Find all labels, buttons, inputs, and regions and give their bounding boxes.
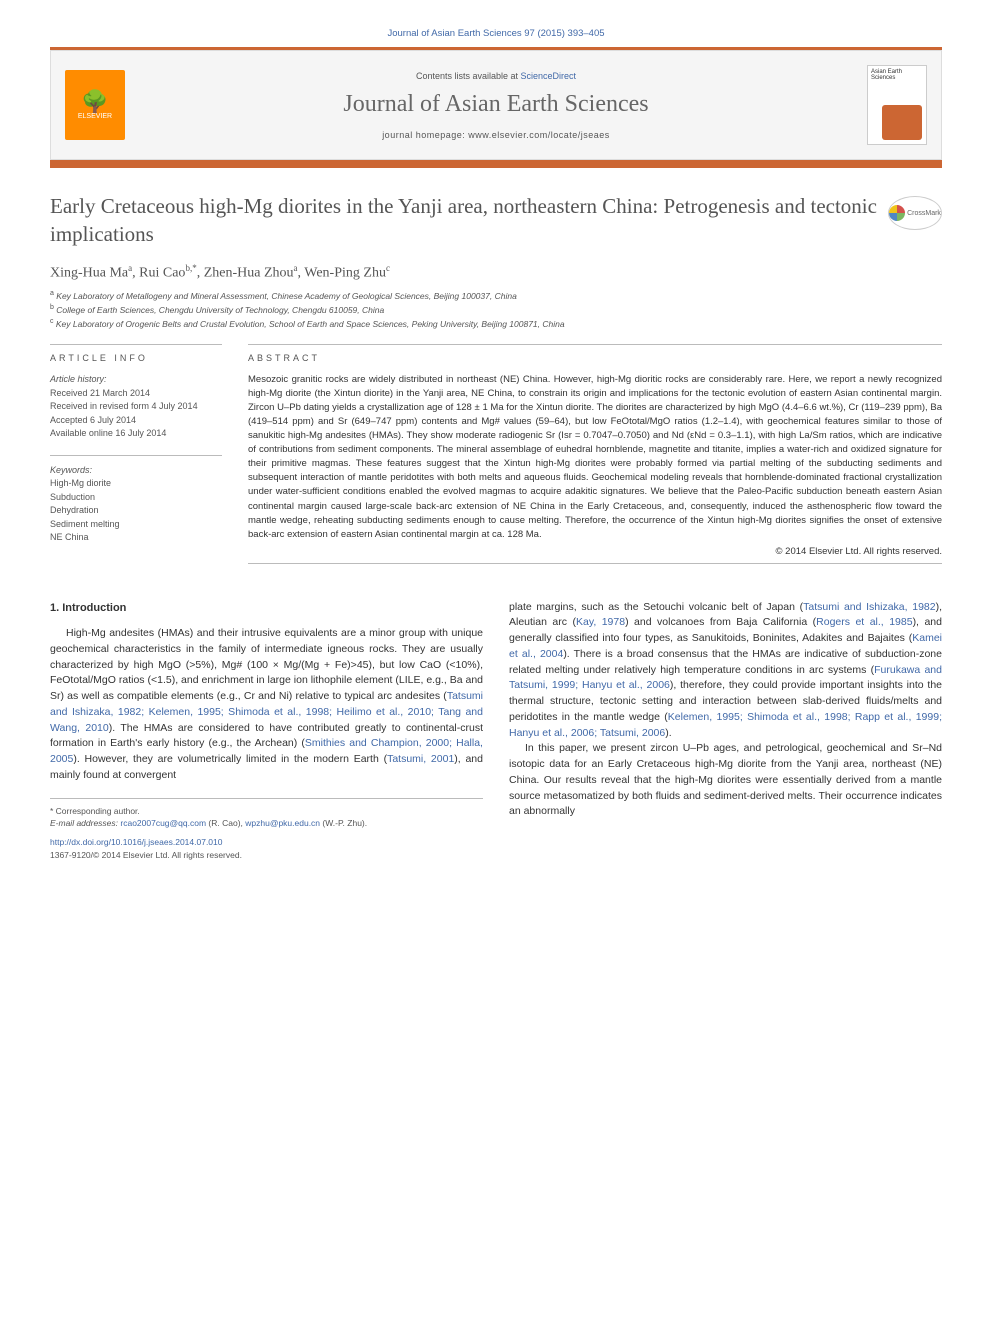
history-label: Article history:	[50, 373, 222, 387]
article-info-column: ARTICLE INFO Article history: Received 2…	[50, 344, 222, 564]
keyword: NE China	[50, 531, 222, 545]
citation-line: Journal of Asian Earth Sciences 97 (2015…	[50, 28, 942, 39]
affiliation-a: a Key Laboratory of Metallogeny and Mine…	[50, 289, 942, 303]
journal-cover-thumbnail[interactable]: Asian Earth Sciences	[867, 65, 927, 145]
author: Xing-Hua Ma	[50, 265, 128, 280]
elsevier-tree-icon: 🌳	[81, 91, 108, 113]
cover-title: Asian Earth Sciences	[871, 69, 923, 81]
keywords-block: Keywords: High-Mg diorite Subduction Deh…	[50, 464, 222, 545]
doi-link[interactable]: http://dx.doi.org/10.1016/j.jseaes.2014.…	[50, 836, 483, 849]
abstract-text: Mesozoic granitic rocks are widely distr…	[248, 373, 942, 542]
body-column-right: plate margins, such as the Setouchi volc…	[509, 600, 942, 862]
keyword: Sediment melting	[50, 518, 222, 532]
author: Wen-Ping Zhu	[304, 265, 386, 280]
issn-line: 1367-9120/© 2014 Elsevier Ltd. All right…	[50, 849, 483, 862]
article-info-heading: ARTICLE INFO	[50, 344, 222, 363]
corr-label: * Corresponding author.	[50, 805, 483, 818]
authors-line: Xing-Hua Maa, Rui Caob,*, Zhen-Hua Zhoua…	[50, 263, 942, 282]
history-online: Available online 16 July 2014	[50, 427, 222, 441]
journal-name: Journal of Asian Earth Sciences	[125, 91, 867, 118]
homepage-line: journal homepage: www.elsevier.com/locat…	[125, 130, 867, 140]
cover-map-icon	[882, 105, 922, 140]
crossmark-icon	[889, 205, 905, 221]
reference-link[interactable]: Tatsumi, 2001	[387, 753, 454, 765]
sciencedirect-link[interactable]: ScienceDirect	[521, 71, 577, 81]
body-column-left: 1. Introduction High-Mg andesites (HMAs)…	[50, 600, 483, 862]
abstract-divider	[248, 563, 942, 564]
reference-link[interactable]: Tatsumi and Ishizaka, 1982	[803, 601, 935, 613]
author-aff: a	[128, 263, 132, 273]
elsevier-label: ELSEVIER	[78, 113, 112, 120]
article-title: Early Cretaceous high-Mg diorites in the…	[50, 192, 878, 249]
keyword: High-Mg diorite	[50, 477, 222, 491]
history-revised: Received in revised form 4 July 2014	[50, 400, 222, 414]
abstract-heading: ABSTRACT	[248, 344, 942, 363]
history-accepted: Accepted 6 July 2014	[50, 414, 222, 428]
keyword: Dehydration	[50, 504, 222, 518]
affiliation-c: c Key Laboratory of Orogenic Belts and C…	[50, 317, 942, 331]
abstract-column: ABSTRACT Mesozoic granitic rocks are wid…	[248, 344, 942, 564]
info-divider	[50, 455, 222, 456]
abstract-copyright: © 2014 Elsevier Ltd. All rights reserved…	[248, 546, 942, 557]
crossmark-label: CrossMark	[907, 210, 941, 217]
contents-line: Contents lists available at ScienceDirec…	[125, 71, 867, 81]
affiliation-b: b College of Earth Sciences, Chengdu Uni…	[50, 303, 942, 317]
journal-header: 🌳 ELSEVIER Contents lists available at S…	[50, 50, 942, 160]
history-received: Received 21 March 2014	[50, 387, 222, 401]
intro-paragraph: plate margins, such as the Setouchi volc…	[509, 600, 942, 742]
article-history: Article history: Received 21 March 2014 …	[50, 373, 222, 441]
homepage-prefix: journal homepage:	[382, 130, 468, 140]
author: Zhen-Hua Zhou	[204, 265, 294, 280]
homepage-url[interactable]: www.elsevier.com/locate/jseaes	[468, 130, 610, 140]
reference-link[interactable]: Kay, 1978	[576, 616, 625, 628]
author-aff: b,*	[185, 263, 196, 273]
contents-prefix: Contents lists available at	[416, 71, 521, 81]
author-aff: a	[294, 263, 298, 273]
elsevier-logo[interactable]: 🌳 ELSEVIER	[65, 70, 125, 140]
header-bar-bottom	[50, 160, 942, 168]
crossmark-badge[interactable]: CrossMark	[888, 196, 942, 230]
corresponding-author-footer: * Corresponding author. E-mail addresses…	[50, 798, 483, 831]
email-line: E-mail addresses: rcao2007cug@qq.com (R.…	[50, 817, 483, 830]
intro-paragraph: High-Mg andesites (HMAs) and their intru…	[50, 626, 483, 784]
section-heading-intro: 1. Introduction	[50, 600, 483, 617]
keyword: Subduction	[50, 491, 222, 505]
email-link[interactable]: rcao2007cug@qq.com	[120, 818, 206, 828]
keywords-label: Keywords:	[50, 464, 222, 478]
affiliations: a Key Laboratory of Metallogeny and Mine…	[50, 289, 942, 330]
intro-paragraph: In this paper, we present zircon U–Pb ag…	[509, 741, 942, 820]
reference-link[interactable]: Rogers et al., 1985	[816, 616, 912, 628]
author: Rui Cao	[139, 265, 185, 280]
header-center: Contents lists available at ScienceDirec…	[125, 71, 867, 140]
email-link[interactable]: wpzhu@pku.edu.cn	[245, 818, 320, 828]
author-aff: c	[386, 263, 390, 273]
